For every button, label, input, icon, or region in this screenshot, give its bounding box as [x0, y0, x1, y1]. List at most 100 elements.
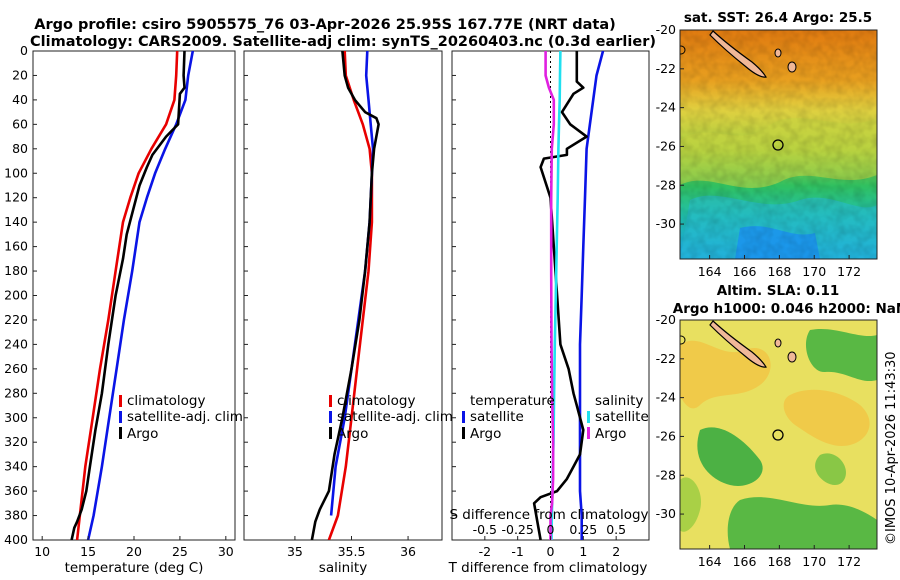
reef-contour [680, 45, 686, 55]
legend-label-satellite: satellite-adj. clim [337, 409, 453, 425]
sst-map-frame [679, 29, 878, 260]
series-line-satellite-adj-clim [86, 51, 195, 540]
x-tick-label: 1 [579, 544, 587, 559]
map-x-tick-label: 168 [767, 264, 791, 279]
series-line-argo [310, 51, 380, 540]
sdiff-tick-label: 0 [547, 522, 555, 537]
sdiff-tick-label: -0.5 [473, 522, 497, 537]
map-x-tick-label: 172 [837, 554, 861, 569]
map-y-tick-label: -28 [656, 467, 676, 482]
argo-float-marker [772, 429, 784, 441]
sdiff-tick-label: 0.5 [606, 522, 626, 537]
map-y-tick-label: -26 [656, 428, 676, 443]
island [774, 338, 782, 348]
island [787, 351, 797, 363]
depth-tick-label: 80 [12, 141, 28, 156]
legend-label-argo: Argo [127, 426, 158, 442]
legend-swatch-argo [119, 427, 122, 439]
legend-swatch-t-satellite [462, 411, 465, 423]
difference-profile-lines [532, 51, 605, 540]
legend-swatch-t-argo [462, 427, 465, 439]
depth-axis: 0 20 40 60 80 100 120 140 160 180 200 220 240 260 280 3… [4, 43, 456, 547]
sst-texture [680, 30, 877, 259]
imos-timestamp: ©IMOS 10-Apr-2026 11:43:30 [884, 351, 899, 545]
sla-mid [680, 477, 701, 532]
sla-map [680, 320, 877, 549]
legend-label-satellite: satellite-adj. clim [127, 409, 243, 425]
argo-float-marker [772, 139, 784, 151]
x-tick-label: -2 [479, 544, 491, 559]
legend-label-climatology: climatology [127, 393, 205, 409]
x-tick-label: 35.5 [338, 544, 366, 559]
salinity-x-ticks: 35 35.5 36 [287, 536, 416, 559]
map-y-tick-label: -26 [656, 138, 676, 153]
depth-tick-label: 100 [4, 165, 28, 180]
temperature-profile-lines [70, 51, 195, 540]
map-x-tick-label: 164 [698, 264, 722, 279]
series-line-climatology [75, 51, 179, 540]
temperature-legend: climatology satellite-adj. clim Argo [119, 393, 243, 442]
legend-swatch-satellite [329, 411, 332, 423]
series-line-salinity-argo [544, 51, 556, 540]
x-tick-label: 20 [126, 544, 142, 559]
legend-label-t-argo: Argo [470, 426, 501, 442]
legend-temperature-heading: temperature [470, 393, 555, 409]
depth-tick-label: 180 [4, 263, 28, 278]
map-y-tick-label: -22 [656, 351, 676, 366]
map-x-tick-label: 170 [802, 554, 826, 569]
depth-tick-label: 300 [4, 410, 28, 425]
salinity-axes [243, 50, 443, 541]
x-tick-label: 0 [547, 544, 555, 559]
sla-mid [815, 453, 846, 486]
legend-label-t-satellite: satellite [470, 409, 524, 425]
depth-tick-label: 0 [20, 43, 28, 58]
map-y-tick-label: -30 [656, 216, 676, 231]
sla-map-title: Altim. SLA: 0.11 [717, 283, 839, 299]
new-caledonia-island [709, 30, 767, 78]
depth-tick-label: 160 [4, 239, 28, 254]
figure-title-line1: Argo profile: csiro 5905575_76 03-Apr-20… [34, 17, 615, 33]
salinity-legend: climatology satellite-adj. clim Argo [329, 393, 453, 442]
sst-map-title: sat. SST: 26.4 Argo: 25.5 [684, 10, 872, 26]
depth-tick-label: 320 [4, 434, 28, 449]
depth-tick-label: 400 [4, 532, 28, 547]
depth-tick-label: 360 [4, 483, 28, 498]
temperature-axes [32, 50, 236, 541]
salinity-xlabel: salinity [319, 560, 367, 576]
depth-tick-label: 220 [4, 312, 28, 327]
map-x-tick-label: 168 [767, 554, 791, 569]
new-caledonia-island [709, 320, 767, 368]
depth-tick-label: 140 [4, 214, 28, 229]
depth-tick-label: 60 [12, 116, 28, 131]
sdiff-tick-label: 0.25 [569, 522, 597, 537]
island [774, 48, 782, 58]
x-tick-label: 35 [287, 544, 303, 559]
x-tick-label: 36 [400, 544, 416, 559]
map-y-tick-label: -20 [656, 22, 676, 37]
x-tick-label: -1 [511, 544, 523, 559]
legend-label-s-satellite: satellite [595, 409, 649, 425]
depth-tick-label: 380 [4, 508, 28, 523]
depth-tick-label: 120 [4, 190, 28, 205]
legend-salinity-heading: salinity [595, 393, 643, 409]
tdiff-xlabel: T difference from climatology [448, 560, 648, 576]
depth-tick-label: 240 [4, 336, 28, 351]
map-y-tick-label: -22 [656, 61, 676, 76]
temperature-xlabel: temperature (deg C) [65, 560, 204, 576]
depth-tick-label: 260 [4, 361, 28, 376]
sst-map-ticks: 164 166 168 170 172 -20 -22 -24 -26 -28 -30 [656, 22, 861, 279]
x-tick-label: 30 [218, 544, 234, 559]
sdiff-label: S difference from climatology [449, 507, 648, 523]
legend-swatch-s-argo [587, 427, 590, 439]
legend-swatch-climatology [119, 395, 122, 407]
map-y-tick-label: -30 [656, 506, 676, 521]
reef-contour [680, 335, 686, 345]
x-tick-label: 10 [34, 544, 50, 559]
map-x-tick-label: 172 [837, 264, 861, 279]
depth-tick-label: 20 [12, 67, 28, 82]
series-line-climatology [327, 51, 374, 540]
sdiff-ticks: -0.5 -0.25 0 0.25 0.5 [473, 522, 626, 537]
depth-tick-label: 340 [4, 459, 28, 474]
depth-tick-label: 200 [4, 288, 28, 303]
